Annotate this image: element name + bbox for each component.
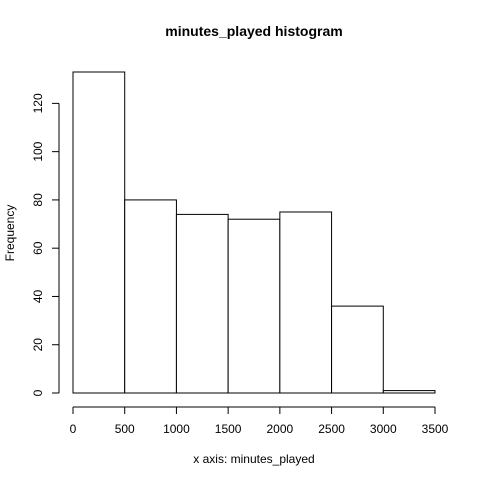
y-tick-label-2: 40: [31, 289, 45, 303]
chart-title: minutes_played histogram: [165, 23, 342, 39]
x-tick-label-0: 0: [70, 422, 77, 436]
x-tick-label-4: 2000: [267, 422, 294, 436]
histogram-bar-2: [175, 213, 229, 394]
histogram-bar-6: [382, 390, 436, 394]
x-tick-label-1: 500: [115, 422, 135, 436]
bars-group: [72, 71, 436, 394]
y-axis: 0 20 40 60 80 100 120: [31, 93, 60, 396]
x-tick-label-5: 2500: [318, 422, 345, 436]
histogram-bar-5: [331, 305, 384, 394]
histogram-bar-0: [72, 71, 126, 394]
x-tick-label-7: 3500: [422, 422, 449, 436]
x-axis: 0 500 1000 1500 2000 2500 3000 3500: [70, 406, 449, 436]
x-tick-label-2: 1000: [163, 422, 190, 436]
y-axis-label: Frequency: [3, 205, 17, 262]
y-tick-label-5: 100: [31, 141, 45, 161]
y-tick-label-4: 80: [31, 193, 45, 207]
histogram-bar-1: [124, 199, 177, 394]
x-axis-label: x axis: minutes_played: [193, 452, 314, 466]
y-tick-label-1: 20: [31, 338, 45, 352]
x-tick-label-3: 1500: [215, 422, 242, 436]
histogram-bar-3: [227, 218, 281, 394]
histogram-bar-4: [279, 211, 333, 394]
y-tick-label-0: 0: [31, 389, 45, 396]
x-tick-label-6: 3000: [370, 422, 397, 436]
y-tick-label-3: 60: [31, 241, 45, 255]
y-tick-label-6: 120: [31, 93, 45, 113]
